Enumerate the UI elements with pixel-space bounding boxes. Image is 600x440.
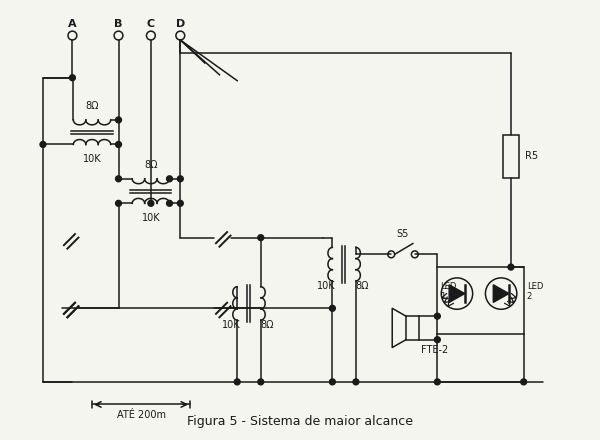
Text: B: B — [115, 19, 122, 29]
Bar — [437, 267, 524, 334]
Circle shape — [258, 379, 264, 385]
Circle shape — [329, 379, 335, 385]
Text: R5: R5 — [524, 151, 538, 161]
Circle shape — [178, 200, 183, 206]
Bar — [406, 316, 419, 340]
Text: 10K: 10K — [222, 320, 241, 330]
Circle shape — [116, 117, 121, 123]
Circle shape — [521, 379, 527, 385]
Circle shape — [258, 235, 264, 241]
Text: 8Ω: 8Ω — [144, 160, 158, 170]
Text: S5: S5 — [397, 229, 409, 238]
Text: A: A — [68, 19, 77, 29]
Text: 8Ω: 8Ω — [85, 101, 99, 111]
Circle shape — [329, 305, 335, 311]
Circle shape — [40, 142, 46, 147]
Text: 10K: 10K — [142, 213, 160, 223]
Text: C: C — [147, 19, 155, 29]
Circle shape — [70, 75, 76, 81]
Bar — [503, 135, 519, 178]
Text: FTE-2: FTE-2 — [421, 345, 448, 355]
Circle shape — [508, 264, 514, 270]
Text: Figura 5 - Sistema de maior alcance: Figura 5 - Sistema de maior alcance — [187, 415, 413, 428]
Circle shape — [116, 200, 121, 206]
Circle shape — [434, 379, 440, 385]
Circle shape — [167, 200, 172, 206]
Circle shape — [116, 142, 121, 147]
Text: D: D — [176, 19, 185, 29]
Circle shape — [167, 176, 172, 182]
Circle shape — [116, 176, 121, 182]
Circle shape — [434, 337, 440, 343]
Polygon shape — [449, 285, 465, 302]
Text: 10K: 10K — [317, 281, 336, 291]
Text: 8Ω: 8Ω — [355, 281, 368, 291]
Text: LED
2: LED 2 — [527, 282, 543, 301]
Circle shape — [353, 379, 359, 385]
Circle shape — [148, 200, 154, 206]
Polygon shape — [493, 285, 509, 302]
Text: ATÉ 200m: ATÉ 200m — [116, 410, 166, 420]
Circle shape — [234, 379, 240, 385]
Text: 10K: 10K — [83, 154, 101, 164]
Circle shape — [178, 176, 183, 182]
Text: LED
1: LED 1 — [440, 282, 457, 301]
Circle shape — [434, 313, 440, 319]
Text: 8Ω: 8Ω — [260, 320, 274, 330]
